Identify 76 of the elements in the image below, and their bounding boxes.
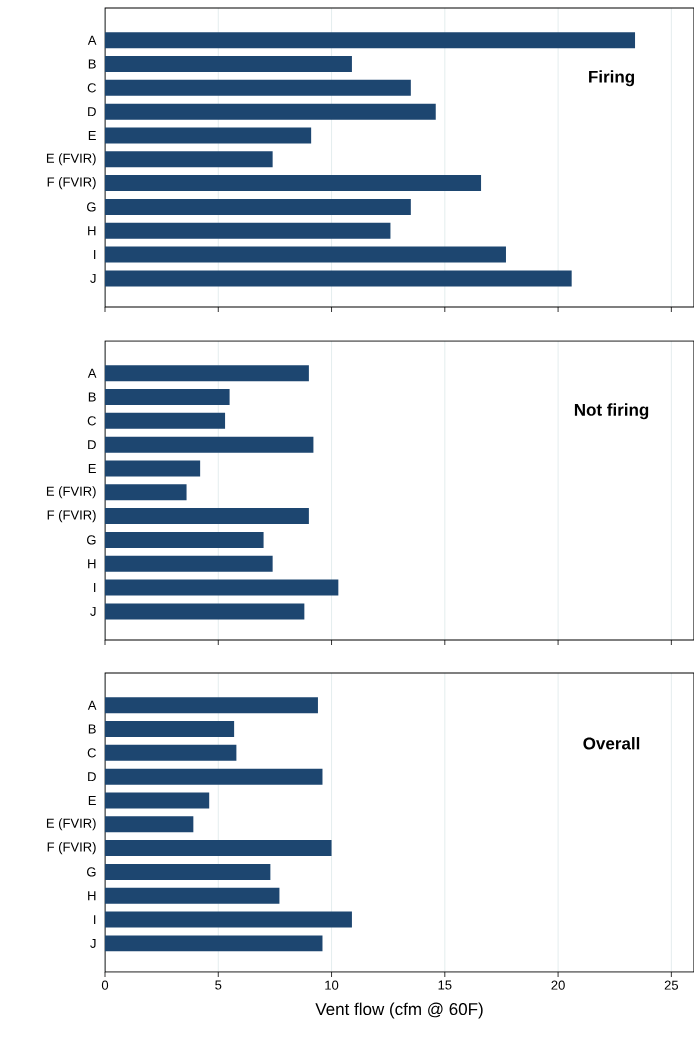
bar: [105, 270, 572, 287]
y-tick-label: J: [90, 606, 96, 616]
bar: [105, 768, 323, 785]
bar: [105, 412, 226, 429]
y-tick-label: I: [94, 583, 96, 593]
text: Not firing: [574, 403, 649, 420]
y-tick-label: I: [94, 915, 96, 925]
bar: [105, 436, 314, 453]
y-tick-label: B: [88, 724, 96, 734]
bar: [105, 840, 332, 857]
bar: [105, 697, 318, 714]
y-tick-label: J: [90, 938, 96, 948]
bar: [105, 103, 436, 120]
bar: [105, 460, 201, 477]
bar: [105, 721, 235, 737]
bar: [105, 175, 482, 192]
y-tick-label: G: [87, 202, 96, 212]
y-tick-label: E: [88, 464, 96, 473]
x-tick-label: 0: [101, 980, 109, 990]
bar: [105, 863, 271, 880]
bar: [105, 603, 305, 620]
bar: [105, 79, 411, 96]
bar: [105, 127, 312, 144]
x-tick-label: 20: [551, 980, 565, 990]
bar: [105, 198, 411, 215]
y-tick-label: E: [88, 796, 96, 805]
x-axis-title: Vent flow (cfm @ 60F): [315, 1002, 483, 1019]
y-tick-label: I: [94, 250, 96, 260]
x-tick-label: 25: [664, 980, 679, 990]
bar: [105, 388, 230, 405]
y-tick-label: D: [88, 772, 96, 782]
bar: [105, 246, 506, 263]
y-tick-label: G: [87, 535, 96, 545]
bar: [105, 816, 194, 833]
bar: [105, 744, 237, 761]
bar: [105, 365, 309, 382]
y-tick-label: H: [88, 891, 96, 901]
bar: [105, 555, 273, 572]
bar: [105, 935, 323, 952]
y-tick-label: A: [87, 368, 97, 378]
bar: [105, 911, 352, 928]
y-tick-label: C: [87, 416, 96, 426]
y-tick-label: A: [87, 700, 97, 710]
bar: [105, 887, 280, 904]
y-tick-label: E (FVIR): [46, 486, 96, 499]
bar: [105, 579, 339, 596]
x-tick-label: 5: [215, 980, 222, 990]
y-tick-label: D: [88, 440, 96, 450]
y-tick-label: H: [88, 226, 96, 236]
x-tick-label: 15: [438, 980, 452, 990]
bar: [105, 55, 352, 72]
bar: [105, 484, 187, 501]
bar: [105, 792, 210, 809]
y-tick-label: J: [90, 273, 96, 283]
y-tick-label: C: [87, 748, 96, 758]
bar: [105, 531, 264, 548]
text: Overall: [583, 737, 640, 750]
bar: [105, 508, 309, 525]
x-tick-label: 10: [325, 980, 339, 990]
y-tick-label: E (FVIR): [46, 153, 96, 166]
y-tick-label: F (FVIR): [47, 842, 96, 855]
bar: [105, 222, 391, 239]
y-tick-label: G: [87, 867, 96, 877]
bar: [105, 32, 636, 49]
y-tick-label: A: [87, 35, 97, 45]
y-tick-label: C: [87, 83, 96, 93]
y-tick-label: B: [88, 59, 96, 69]
y-tick-label: E: [88, 131, 96, 140]
y-tick-label: F (FVIR): [47, 510, 96, 523]
y-tick-label: B: [88, 392, 96, 402]
y-tick-label: F (FVIR): [47, 177, 96, 190]
bar: [105, 151, 273, 168]
text: Firing: [589, 70, 635, 87]
y-tick-label: D: [88, 107, 96, 117]
y-tick-label: H: [88, 559, 96, 569]
y-tick-label: E (FVIR): [46, 818, 96, 831]
